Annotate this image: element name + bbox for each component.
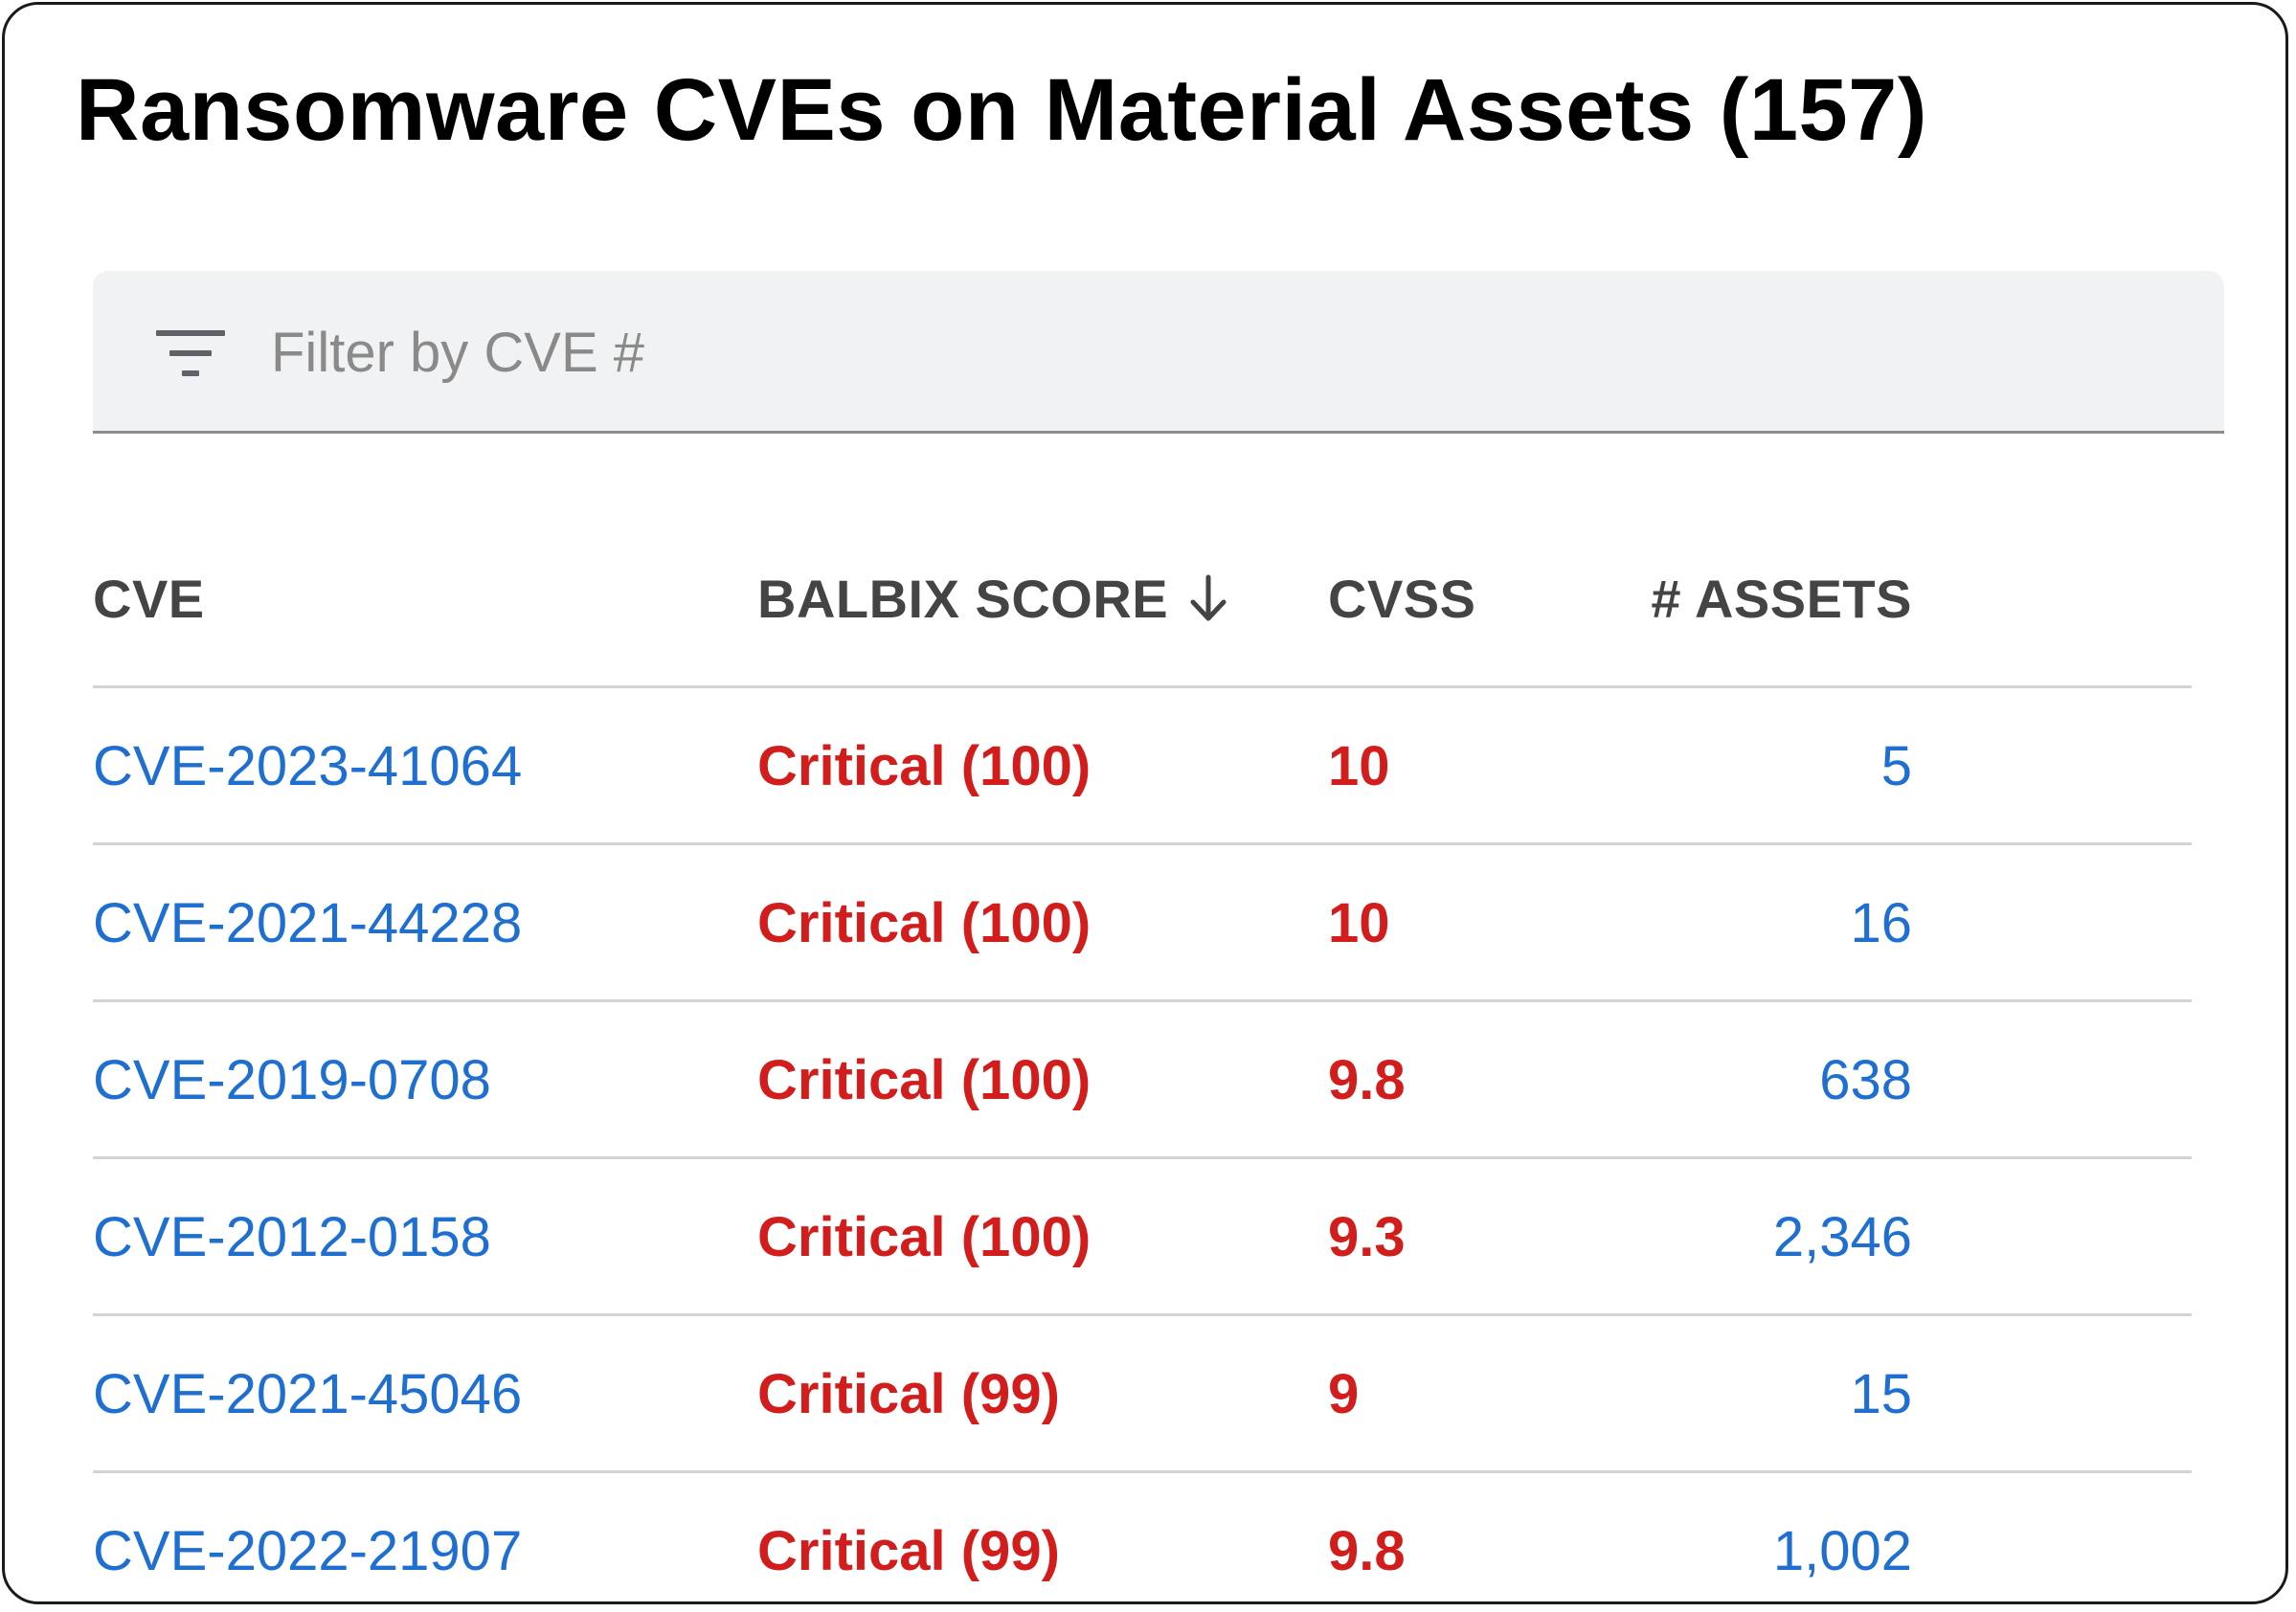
cvss-score: 9.3 (1328, 1206, 1406, 1268)
cve-link[interactable]: CVE-2023-41064 (93, 735, 523, 797)
cvss-score: 10 (1328, 892, 1390, 954)
filter-icon[interactable] (156, 330, 225, 378)
balbix-score: Critical (100) (757, 735, 1092, 797)
assets-count-link[interactable]: 16 (1850, 892, 1912, 954)
table-row[interactable]: CVE-2023-41064 Critical (100) 10 5 (93, 688, 2192, 845)
cve-link[interactable]: CVE-2021-45046 (93, 1363, 523, 1425)
column-header-balbix-score[interactable]: BALBIX SCORE (757, 568, 1229, 630)
assets-count-link[interactable]: 638 (1819, 1049, 1912, 1111)
cvss-score: 9.8 (1328, 1049, 1406, 1111)
cvss-score: 9.8 (1328, 1520, 1406, 1582)
cve-link[interactable]: CVE-2022-21907 (93, 1520, 523, 1582)
table-row[interactable]: CVE-2021-44228 Critical (100) 10 16 (93, 845, 2192, 1002)
cve-link[interactable]: CVE-2012-0158 (93, 1206, 491, 1268)
column-header-cvss[interactable]: CVSS (1328, 568, 1476, 630)
column-header-cvss-label: CVSS (1328, 569, 1476, 629)
cve-table: CVE BALBIX SCORE CVSS # ASSETS CVE-2023-… (93, 541, 2192, 1601)
cve-link[interactable]: CVE-2021-44228 (93, 892, 523, 954)
cve-link[interactable]: CVE-2019-0708 (93, 1049, 491, 1111)
table-row[interactable]: CVE-2022-21907 Critical (99) 9.8 1,002 (93, 1473, 2192, 1601)
assets-count-link[interactable]: 1,002 (1772, 1520, 1912, 1582)
assets-count-link[interactable]: 15 (1850, 1363, 1912, 1425)
arrow-down-icon[interactable] (1187, 571, 1229, 625)
balbix-score: Critical (100) (757, 1206, 1092, 1268)
cvss-score: 9 (1328, 1363, 1360, 1425)
balbix-score: Critical (99) (757, 1520, 1060, 1582)
table-row[interactable]: CVE-2021-45046 Critical (99) 9 15 (93, 1316, 2192, 1473)
column-header-score-label: BALBIX SCORE (757, 569, 1169, 629)
filter-input[interactable] (271, 309, 2090, 395)
cvss-score: 10 (1328, 735, 1390, 797)
column-header-cve[interactable]: CVE (93, 568, 205, 630)
balbix-score: Critical (100) (757, 892, 1092, 954)
column-header-assets[interactable]: # ASSETS (1651, 568, 1912, 630)
balbix-score: Critical (100) (757, 1049, 1092, 1111)
column-header-assets-label: # ASSETS (1651, 569, 1912, 629)
balbix-score: Critical (99) (757, 1363, 1060, 1425)
assets-count-link[interactable]: 5 (1880, 735, 1912, 797)
filter-bar[interactable] (93, 271, 2224, 434)
table-row[interactable]: CVE-2019-0708 Critical (100) 9.8 638 (93, 1002, 2192, 1159)
card-title: Ransomware CVEs on Material Assets (157) (76, 61, 1927, 159)
column-header-cve-label: CVE (93, 569, 205, 629)
table-row[interactable]: CVE-2012-0158 Critical (100) 9.3 2,346 (93, 1159, 2192, 1316)
table-header: CVE BALBIX SCORE CVSS # ASSETS (93, 541, 2192, 688)
assets-count-link[interactable]: 2,346 (1772, 1206, 1912, 1268)
